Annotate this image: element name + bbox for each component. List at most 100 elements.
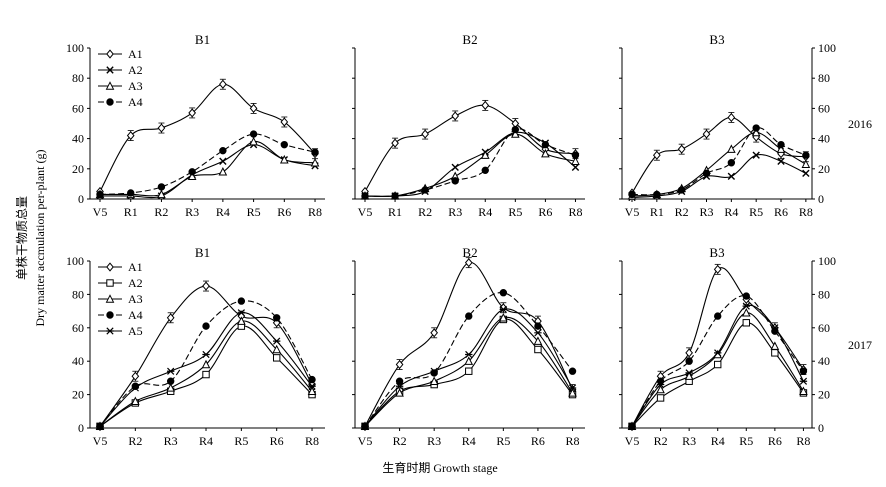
data-point-A3: [237, 316, 246, 325]
data-point-A3: [157, 189, 166, 199]
data-point-A4: [742, 292, 750, 300]
y-tick-label: 80: [72, 287, 84, 301]
data-point-A3: [741, 307, 751, 317]
data-point-A4: [202, 322, 210, 330]
data-point-A2: [465, 367, 473, 375]
x-tick-label: R6: [774, 205, 788, 219]
data-point-A5: [465, 350, 473, 359]
data-point-A4: [799, 367, 808, 375]
year-label-2016: 2016: [848, 117, 872, 131]
x-tick-label: R3: [185, 205, 199, 219]
data-point-A3: [541, 148, 550, 158]
series-line-A3: [100, 141, 316, 197]
legend-label-A4: A4: [128, 95, 143, 109]
series-A3: [627, 127, 811, 200]
data-point-A1: [464, 258, 473, 268]
data-point-A3: [187, 171, 197, 181]
y-tick-label: 0: [78, 421, 84, 435]
x-tick-label: R1: [388, 205, 402, 219]
y-axis-label-cn: 单株干物质总量: [14, 196, 29, 280]
data-point-A4: [272, 314, 281, 322]
data-point-A5: [499, 305, 508, 314]
data-point-A5: [395, 382, 404, 390]
panel-title: B1: [195, 32, 210, 47]
y-axis-label-en: Dry matter accmulation per-plant (g): [33, 149, 47, 326]
x-tick-label: V5: [625, 205, 640, 219]
year-label-2017: 2017: [848, 338, 872, 352]
data-point-A1: [713, 264, 722, 274]
legend-marker-A3: [105, 81, 115, 90]
data-point-A1: [391, 138, 399, 148]
data-point-A1: [677, 144, 686, 154]
x-tick-label: R5: [496, 434, 510, 448]
data-point-A3: [533, 336, 543, 345]
y-tick-label: 100: [66, 41, 84, 55]
data-point-A5: [308, 382, 316, 390]
x-tick-label: R5: [749, 205, 763, 219]
series-A5: [96, 309, 316, 430]
data-point-A4: [391, 192, 399, 200]
data-point-A5: [628, 422, 636, 430]
data-point-A1: [702, 129, 711, 139]
y-tick-label-right: 60: [818, 321, 830, 335]
data-point-A3: [499, 312, 508, 322]
data-point-A4: [481, 166, 489, 175]
data-point-A1: [280, 117, 289, 127]
data-point-A4: [280, 140, 289, 149]
x-tick-label: R2: [675, 205, 689, 219]
data-point-A1: [157, 123, 166, 133]
x-tick-label: R4: [724, 205, 738, 219]
data-point-A2: [202, 370, 210, 379]
data-point-A3: [727, 144, 736, 153]
data-point-A3: [776, 144, 786, 153]
y-tick-label-right: 20: [818, 388, 830, 402]
x-tick-label: R2: [393, 434, 407, 448]
x-tick-label: R5: [234, 434, 248, 448]
data-point-A2: [451, 163, 459, 171]
chart-panel-2017-B2: V5 R2 R3 R4 R5 R6 R8 B2: [352, 245, 585, 448]
x-tick-label: R8: [305, 434, 319, 448]
series-A1: [361, 257, 577, 431]
panel-title: B3: [709, 245, 724, 260]
legend-marker-A5: [106, 327, 114, 335]
data-point-A5: [202, 350, 210, 359]
series-A4: [628, 124, 810, 199]
data-point-A4: [499, 289, 508, 297]
data-point-A1: [249, 103, 258, 113]
data-point-A3: [395, 388, 404, 397]
y-tick-label: 80: [72, 71, 84, 85]
series-A3: [627, 307, 808, 431]
x-tick-label: R3: [700, 205, 714, 219]
data-point-A1: [430, 328, 439, 338]
data-point-A1: [131, 371, 140, 381]
legend-label-A2: A2: [128, 63, 143, 77]
y-tick-label-right: 0: [818, 192, 824, 206]
series-A5: [361, 305, 577, 430]
legend-label-A1: A1: [128, 260, 143, 274]
data-point-A1: [219, 79, 227, 89]
x-tick-label: R8: [566, 434, 580, 448]
y-tick-label: 100: [66, 254, 84, 268]
legend-label-A3: A3: [128, 79, 143, 93]
chart-panel-2016-B1: V5 R1 R2 R3 R4 R5 R6 R8 0 20 40 60 80 100 B1 A1 A2 A3 A4: [66, 32, 325, 219]
data-point-A3: [801, 159, 811, 168]
panel-title: B1: [195, 245, 210, 260]
data-point-A4: [568, 367, 577, 375]
data-point-A5: [742, 302, 750, 310]
data-point-A4: [802, 151, 810, 159]
data-point-A4: [166, 377, 175, 385]
panel-title: B2: [462, 245, 477, 260]
data-point-A2: [771, 349, 779, 357]
x-tick-label: R2: [128, 434, 142, 448]
data-point-A3: [799, 386, 808, 395]
data-point-A4: [395, 377, 404, 385]
series-line-A4: [631, 127, 807, 196]
chart-panel-2017-B1: V5 R2 R3 R4 R5 R6 R8 0 20 40 60 80 100 B1 A1 A2 A3 A4 A5: [66, 245, 325, 448]
legend-marker-A2: [106, 66, 114, 74]
x-tick-label: R2: [154, 205, 168, 219]
data-point-A3: [770, 341, 780, 350]
panel-title: B2: [462, 32, 477, 47]
x-tick-label: R3: [448, 205, 462, 219]
y-tick-label-right: 40: [818, 354, 830, 368]
